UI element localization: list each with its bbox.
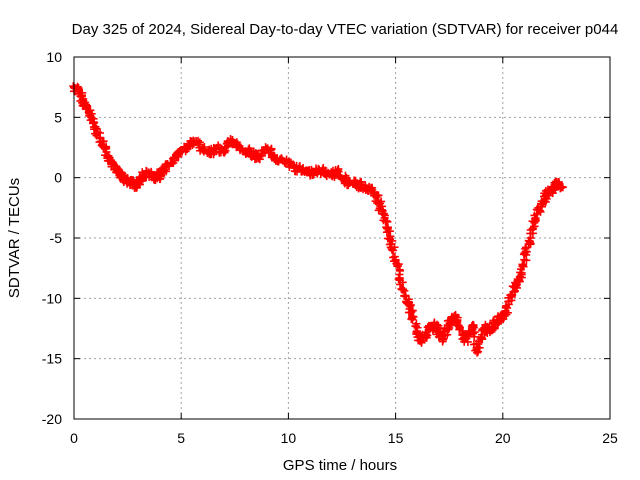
x-tick-label: 5 (177, 430, 185, 446)
y-tick-label: -10 (42, 290, 62, 306)
x-tick-label: 0 (70, 430, 78, 446)
data-point (356, 178, 365, 187)
y-tick-label: 10 (46, 49, 62, 65)
data-point (393, 261, 402, 270)
data-point (368, 183, 377, 192)
data-point (255, 155, 264, 164)
y-tick-label: -5 (50, 230, 63, 246)
data-point (470, 332, 479, 341)
data-point (396, 280, 405, 289)
y-tick-label: -20 (42, 411, 62, 427)
y-axis-label: SDTVAR / TECUs (6, 178, 23, 298)
data-point (406, 301, 415, 310)
data-point (377, 197, 386, 206)
data-point (536, 207, 545, 216)
tick-labels: 0 5 10 15 20 25 -20 -15 -10 -5 0 5 10 (42, 49, 618, 446)
y-tick-label: -15 (42, 351, 62, 367)
y-tick-label: 5 (54, 109, 62, 125)
data-point (195, 140, 204, 149)
data-point (389, 246, 398, 255)
data-point (422, 330, 431, 339)
x-tick-label: 15 (388, 430, 404, 446)
x-tick-label: 20 (495, 430, 511, 446)
chart-title: Day 325 of 2024, Sidereal Day-to-day VTE… (72, 21, 619, 38)
data-point (377, 205, 386, 214)
x-axis-label: GPS time / hours (283, 457, 397, 474)
data-point (219, 147, 228, 156)
data-point (233, 140, 242, 149)
data-point (394, 275, 403, 284)
x-tick-label: 25 (602, 430, 618, 446)
x-tick-label: 10 (281, 430, 297, 446)
tick-marks (73, 56, 611, 420)
data-point (92, 129, 101, 138)
data-point (518, 260, 527, 269)
series-markers (69, 82, 567, 357)
data-point (531, 214, 540, 223)
data-point (558, 183, 567, 192)
y-tick-label: 0 (54, 170, 62, 186)
data-point (408, 315, 417, 324)
grid-lines (74, 57, 610, 419)
data-point (334, 164, 343, 173)
data-point (384, 227, 393, 236)
